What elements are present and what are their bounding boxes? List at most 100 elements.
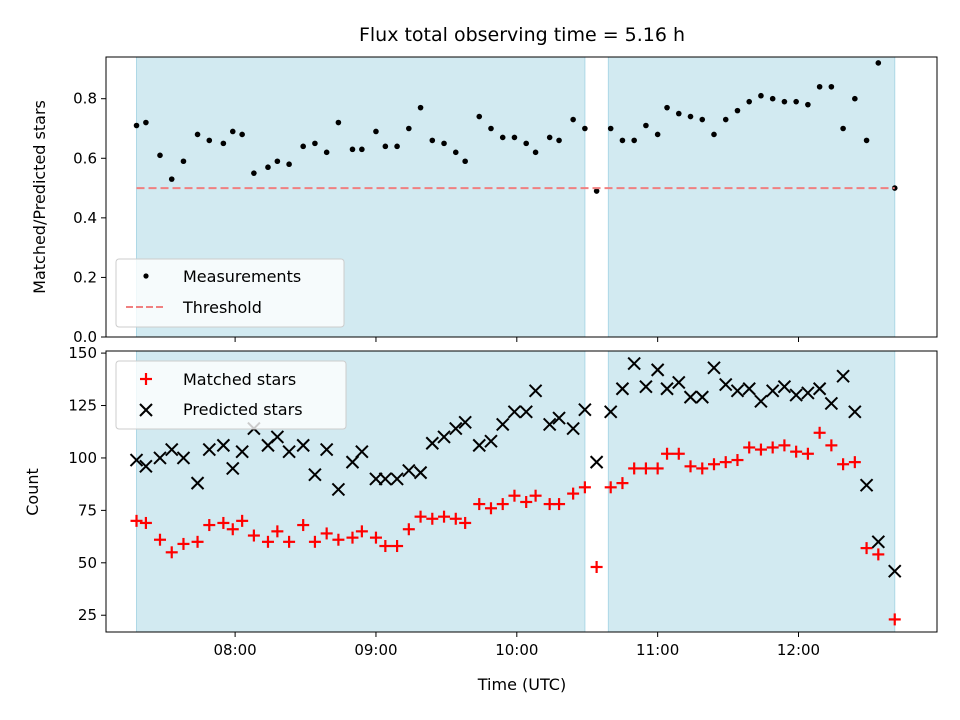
top-y-tick-label: 0.4 [73,209,97,227]
matched-star-point [651,462,664,475]
measurement-point [382,143,389,150]
predicted-star-point [789,388,803,402]
matched-star-point [414,510,427,523]
matched-star-point [177,537,190,550]
matched-star-point [236,514,249,527]
measurement-point [441,140,447,147]
predicted-star-point [308,468,322,482]
matched-star-point [217,516,230,529]
top-shaded-region-1 [607,57,896,337]
predicted-star-point [355,444,369,459]
predicted-star-point [270,430,285,444]
measurement-point [335,119,342,126]
matched-star-point [355,525,368,538]
matched-star-point [426,512,439,525]
matched-star-point [332,533,345,546]
chart-title: Flux total observing time = 5.16 h [359,24,685,46]
matched-star-point [402,523,415,536]
matched-star-point [203,519,216,532]
predicted-star-point [589,455,604,469]
measurement-point [570,116,576,123]
measurement-point [429,137,436,144]
measurement-point [711,131,717,138]
measurement-point [133,122,140,129]
predicted-star-point [552,411,566,425]
predicted-star-point [888,564,902,578]
matched-star-point [696,462,709,475]
predicted-star-point [139,459,153,474]
measurement-point [734,107,741,114]
predicted-star-point [282,444,296,459]
predicted-star-point [742,382,756,396]
measurement-point [828,83,835,90]
measurement-point [607,125,614,132]
matched-star-point [801,447,814,460]
predicted-star-point [824,396,839,411]
predicted-star-point [683,390,698,404]
measurement-point [852,95,858,102]
top-axis-ticks: 0.0 0.2 0.4 0.6 0.8 [73,90,799,346]
top-legend: Measurements Threshold [115,258,345,328]
predicted-star-point [153,451,167,465]
matched-star-point [766,441,779,454]
top-data-marks [133,60,898,194]
predicted-star-point [296,438,310,453]
measurement-point [816,83,823,90]
matched-star-point [719,456,732,469]
predicted-star-point [390,472,404,486]
matched-star-point [130,514,143,527]
matched-star-point [153,533,166,546]
measurement-point [582,125,588,132]
top-y-tick-label: 0.0 [73,328,97,346]
matched-star-point [261,535,274,548]
predicted-star-point [730,384,745,398]
matched-star-point [888,613,901,626]
x-tick-label: 11:00 [636,641,679,659]
top-y-tick-label: 0.8 [73,90,97,108]
matched-star-point [661,447,674,460]
predicted-star-point [836,369,850,383]
matched-star-point [590,560,603,573]
predicted-star-point [603,405,618,419]
measurement-point [462,158,468,165]
bottom-y-tick-label: 100 [68,449,97,467]
predicted-star-point [660,382,674,396]
top-panel: 0.00.20.40.60.8 Matched/Predicted stars … [30,56,938,346]
measurement-point [675,110,682,117]
bottom-y-tick-label: 125 [68,397,97,415]
matched-star-point [616,477,629,490]
matched-star-point [449,512,462,525]
legend-predicted-marker [139,403,153,417]
top-y-axis-label: Matched/Predicted stars [30,100,49,294]
matched-star-point [848,456,861,469]
x-tick-label: 12:00 [777,641,820,659]
measurement-point [417,104,424,111]
top-y-tick-label: 0.6 [73,149,97,167]
bottom-legend-box [115,360,347,430]
predicted-star-point [402,463,416,478]
matched-star-point [872,548,885,561]
predicted-star-point [566,421,580,436]
predicted-star-point [859,478,874,492]
predicted-star-point [542,417,557,432]
matched-star-point [567,487,580,500]
predicted-star-point [458,415,472,430]
measurement-point [300,143,306,150]
measurement-point [546,134,553,141]
matched-star-point [707,458,720,471]
measurement-point [781,98,788,105]
predicted-star-point [848,405,862,419]
measurement-point [840,125,846,132]
measurement-point [406,125,412,132]
predicted-star-point [578,403,592,417]
matched-star-point [508,489,521,502]
measurement-point [863,137,870,144]
predicted-star-point [413,465,428,480]
matched-star-point [520,495,533,508]
matched-star-point [139,516,152,529]
predicted-star-point [627,356,641,371]
top-legend-box [115,258,345,328]
top-axes-frame [105,56,938,338]
measurement-point [180,158,187,165]
